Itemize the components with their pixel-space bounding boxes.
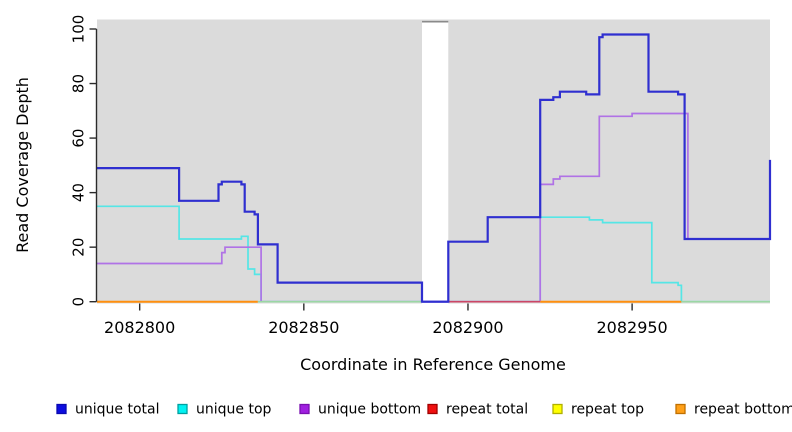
x-tick-label: 2082900 bbox=[432, 318, 503, 337]
legend-label: unique top bbox=[196, 402, 272, 418]
legend-swatch-unique-top bbox=[177, 403, 188, 415]
masked-region bbox=[422, 22, 449, 304]
x-tick-label: 2082950 bbox=[596, 318, 667, 337]
legend-label: unique bottom bbox=[318, 402, 421, 418]
x-tick-label: 2082850 bbox=[268, 318, 339, 337]
x-axis-title: Coordinate in Reference Genome bbox=[300, 355, 566, 374]
y-tick-label: 80 bbox=[70, 74, 88, 93]
legend-swatch-repeat-total bbox=[427, 403, 438, 415]
y-tick-label: 100 bbox=[70, 15, 88, 44]
legend-swatch-unique-bottom bbox=[299, 403, 310, 415]
legend-swatch-repeat-top bbox=[552, 403, 563, 415]
legend-swatch-repeat-bottom bbox=[675, 403, 686, 415]
y-tick-label: 60 bbox=[70, 129, 88, 148]
legend-label: repeat top bbox=[571, 402, 644, 418]
y-tick-label: 0 bbox=[70, 297, 88, 307]
legend-label: unique total bbox=[75, 402, 159, 418]
legend: unique total unique top unique bottom repea… bbox=[56, 402, 792, 418]
y-tick-label: 40 bbox=[70, 183, 88, 202]
x-tick-label: 2082800 bbox=[104, 318, 175, 337]
unique-total-line bbox=[97, 33, 772, 303]
y-axis-title: Read Coverage Depth bbox=[13, 77, 32, 253]
legend-swatch-unique-total bbox=[56, 403, 67, 415]
legend-label: repeat bottom bbox=[694, 402, 792, 418]
unique-bottom-line bbox=[97, 112, 770, 303]
legend-label: repeat total bbox=[446, 402, 528, 418]
y-tick-label: 20 bbox=[70, 238, 88, 257]
